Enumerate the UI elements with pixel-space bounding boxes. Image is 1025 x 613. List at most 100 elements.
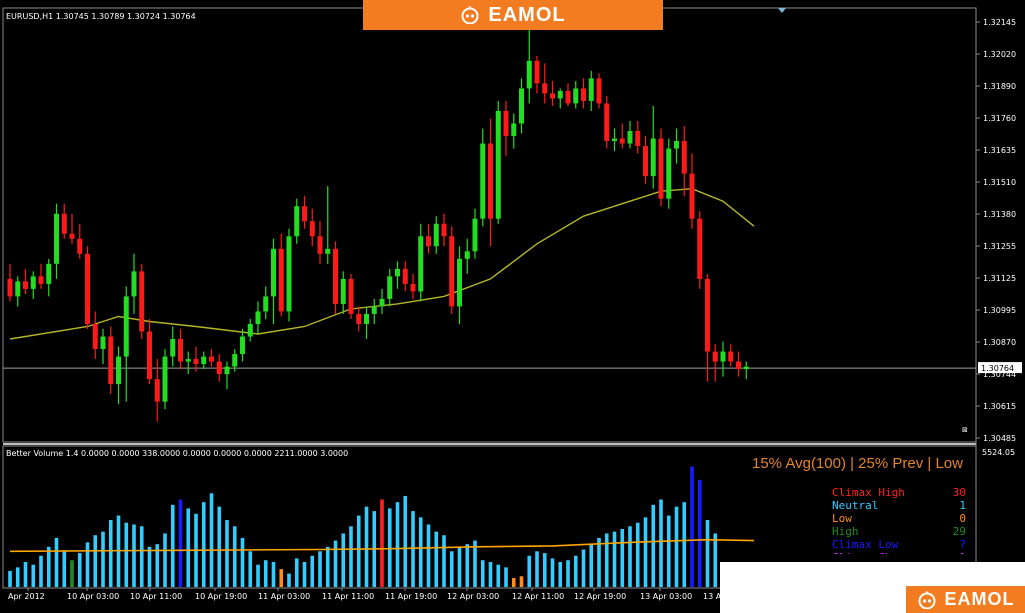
- volume-bar: [124, 522, 129, 587]
- candle-body: [666, 148, 672, 199]
- volume-bar: [256, 564, 260, 587]
- candle-body: [526, 60, 532, 89]
- candle: [410, 273, 416, 299]
- candle-body: [302, 206, 307, 222]
- volume-bar: [504, 567, 508, 587]
- robot-icon: [918, 591, 935, 609]
- candle: [619, 123, 625, 149]
- candle: [720, 341, 726, 377]
- candle-body: [581, 88, 586, 101]
- brand-logo-bottom[interactable]: EAMOL: [906, 586, 1025, 613]
- candle: [116, 346, 121, 405]
- candle: [54, 203, 59, 279]
- candle: [92, 311, 98, 360]
- volume-bar: [318, 551, 322, 587]
- candle-body: [286, 236, 292, 312]
- volume-bar: [302, 562, 307, 587]
- candle-body: [658, 138, 664, 199]
- candle-body: [85, 253, 90, 324]
- candle: [581, 78, 586, 109]
- legend-label: Climax High: [832, 486, 905, 499]
- candle: [294, 198, 300, 244]
- candle: [69, 213, 75, 244]
- volume-bar: [62, 551, 67, 587]
- candle: [433, 216, 439, 254]
- legend-label: Climax Low: [832, 538, 899, 551]
- price-tick-label: 1.30870: [983, 338, 1016, 347]
- volume-avg-path: [9, 538, 755, 553]
- volume-bar: [178, 499, 183, 587]
- grid-toggle-icon[interactable]: ⊠: [962, 426, 968, 434]
- legend-label: Low: [832, 512, 852, 525]
- candle-body: [100, 336, 106, 350]
- time-tick-label: Apr 2012: [8, 592, 45, 601]
- time-tick-label: 12 Apr 03:00: [447, 592, 499, 601]
- volume-bar: [23, 562, 28, 587]
- brand-logo-text: EAMOL: [944, 589, 1015, 609]
- candle: [519, 78, 524, 134]
- candle: [728, 344, 734, 367]
- candle-body: [519, 88, 524, 124]
- candle: [565, 83, 571, 106]
- candle: [379, 288, 385, 314]
- candle-body: [402, 268, 408, 284]
- candle-body: [728, 351, 734, 362]
- current-price-tag: 1.30764: [978, 362, 1022, 374]
- time-tick-label: 11 Apr 11:00: [322, 592, 374, 601]
- volume-bar: [604, 533, 609, 587]
- volume-bar: [387, 508, 392, 587]
- candle: [209, 349, 214, 367]
- candle-body: [46, 263, 52, 284]
- candle: [542, 63, 548, 104]
- candle: [317, 221, 323, 264]
- volume-bar: [403, 495, 408, 587]
- candle-body: [612, 138, 617, 142]
- chart-shift-marker[interactable]: [778, 8, 786, 13]
- volume-bar: [705, 520, 710, 587]
- time-tick-label: 12 Apr 19:00: [574, 592, 626, 601]
- volume-bar: [465, 544, 470, 587]
- candle-body: [379, 298, 385, 307]
- candle: [550, 80, 555, 106]
- candle-body: [147, 331, 152, 380]
- volume-bar: [542, 553, 547, 587]
- candle-body: [573, 88, 579, 104]
- price-tick-label: 1.30485: [983, 434, 1016, 443]
- price-axis: 1.32145 1.32020 1.31890 1.31760 1.31635 1.315…: [976, 18, 1016, 443]
- candle: [635, 120, 641, 154]
- candle-body: [674, 141, 679, 149]
- moving-average-line: [9, 187, 755, 340]
- volume-bar: [674, 506, 679, 587]
- candle-body: [681, 141, 687, 174]
- candle: [743, 361, 749, 380]
- volume-bar: [147, 546, 152, 587]
- candle-body: [209, 356, 214, 362]
- candle: [232, 349, 238, 372]
- volume-bar: [573, 555, 578, 587]
- time-tick-label: 11 Apr 03:00: [258, 592, 310, 601]
- candle-body: [588, 78, 594, 101]
- candle: [588, 70, 594, 111]
- volume-bar: [511, 578, 516, 587]
- volume-bar: [31, 564, 36, 587]
- volume-bar: [248, 551, 253, 587]
- time-axis: Apr 2012 10 Apr 03:00 10 Apr 11:00 10 Apr 1…: [8, 588, 724, 601]
- volume-bar: [558, 562, 563, 587]
- candle-body: [387, 276, 393, 299]
- candle: [100, 328, 106, 365]
- legend-value: 29: [953, 525, 966, 538]
- price-tick-label: 1.31380: [983, 210, 1016, 219]
- price-tick-label: 1.30995: [983, 306, 1016, 315]
- time-tick-label: 12 Apr 11:00: [512, 592, 564, 601]
- price-tick-label: 1.30744: [983, 370, 1016, 379]
- candle-body: [271, 248, 276, 297]
- brand-logo-top[interactable]: EAMOL: [363, 0, 663, 30]
- candles: [7, 20, 749, 422]
- candle: [480, 128, 486, 227]
- candle: [488, 118, 493, 247]
- volume-bar: [659, 499, 663, 587]
- candle: [557, 88, 563, 109]
- volume-bar: [666, 515, 671, 587]
- volume-bar: [527, 555, 532, 587]
